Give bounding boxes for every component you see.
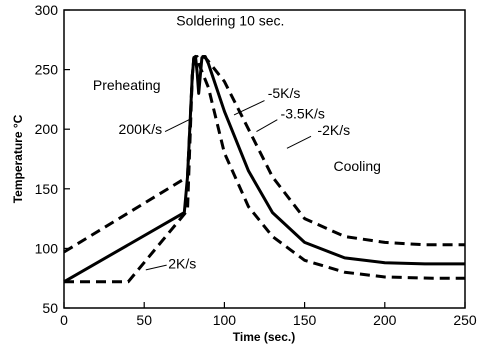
- annotation-pointer: [145, 264, 167, 271]
- annotation-pointer: [164, 119, 190, 133]
- x-tick-label: 50: [136, 312, 152, 328]
- y-tick-label: 50: [42, 300, 58, 316]
- y-axis-title: Temperature °C: [11, 114, 25, 203]
- annotation-label: Cooling: [333, 158, 380, 174]
- annotation-pointer: [286, 135, 312, 149]
- annotation-label: -3.5K/s: [281, 105, 325, 121]
- y-tick-label: 300: [35, 2, 59, 18]
- annotation-label: 200K/s: [119, 121, 163, 137]
- y-tick-label: 150: [35, 181, 59, 197]
- annotation-label: Soldering 10 sec.: [176, 12, 284, 28]
- x-tick-label: 150: [293, 312, 317, 328]
- annotation-label: Preheating: [93, 77, 161, 93]
- x-tick-label: 100: [213, 312, 237, 328]
- y-tick-label: 250: [35, 62, 59, 78]
- plot-frame: [63, 9, 466, 309]
- annotation-label: -5K/s: [268, 85, 301, 101]
- annotation-pointer: [256, 119, 278, 133]
- annotation-label: 2K/s: [168, 256, 196, 272]
- annotation-label: -2K/s: [317, 122, 350, 138]
- y-tick-label: 100: [35, 240, 59, 256]
- x-tick-label: 250: [453, 312, 477, 328]
- y-tick-label: 200: [35, 121, 59, 137]
- series-line-3: [63, 55, 465, 254]
- annotation-pointer: [233, 100, 265, 116]
- x-axis-title: Time (sec.): [233, 330, 295, 344]
- x-tick-label: 0: [60, 312, 68, 328]
- x-tick-label: 200: [373, 312, 397, 328]
